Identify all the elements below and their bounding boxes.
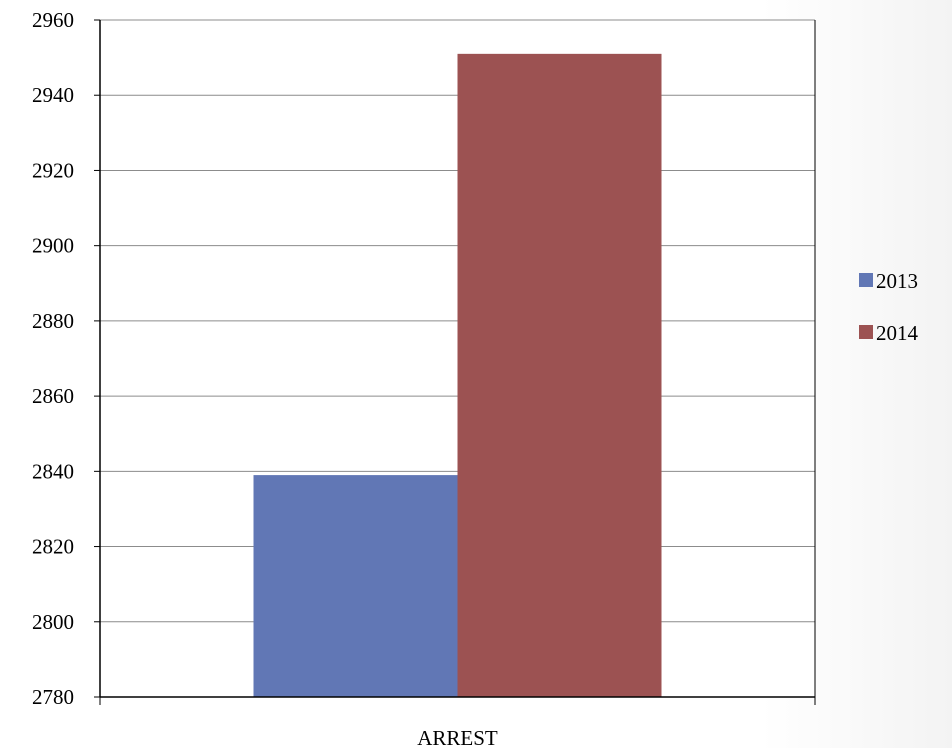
x-axis-labels: ARREST (99, 697, 816, 748)
legend-label-2014: 2014 (876, 321, 919, 345)
legend-swatch-2013 (859, 273, 873, 287)
y-tick-label: 2860 (32, 384, 74, 408)
bar-2014 (457, 53, 662, 698)
y-tick-label: 2940 (32, 83, 74, 107)
y-tick-label: 2780 (32, 685, 74, 709)
y-tick-label: 2840 (32, 459, 74, 483)
legend-label-2013: 2013 (876, 269, 918, 293)
bars (253, 53, 662, 698)
legend-swatch-2014 (859, 325, 873, 339)
y-tick-label: 2800 (32, 610, 74, 634)
y-tick-label: 2820 (32, 535, 74, 559)
y-tick-label: 2900 (32, 234, 74, 258)
y-tick-label: 2920 (32, 158, 74, 182)
x-category-label: ARREST (417, 726, 498, 748)
axes (99, 20, 816, 698)
y-axis-ticks: 2780 2800 2820 2840 2860 2880 2900 2920 2940 2960 (32, 8, 100, 709)
y-tick-label: 2960 (32, 8, 74, 32)
y-tick-label: 2880 (32, 309, 74, 333)
bar-2013 (253, 475, 458, 697)
legend: 2013 2014 (859, 269, 919, 345)
